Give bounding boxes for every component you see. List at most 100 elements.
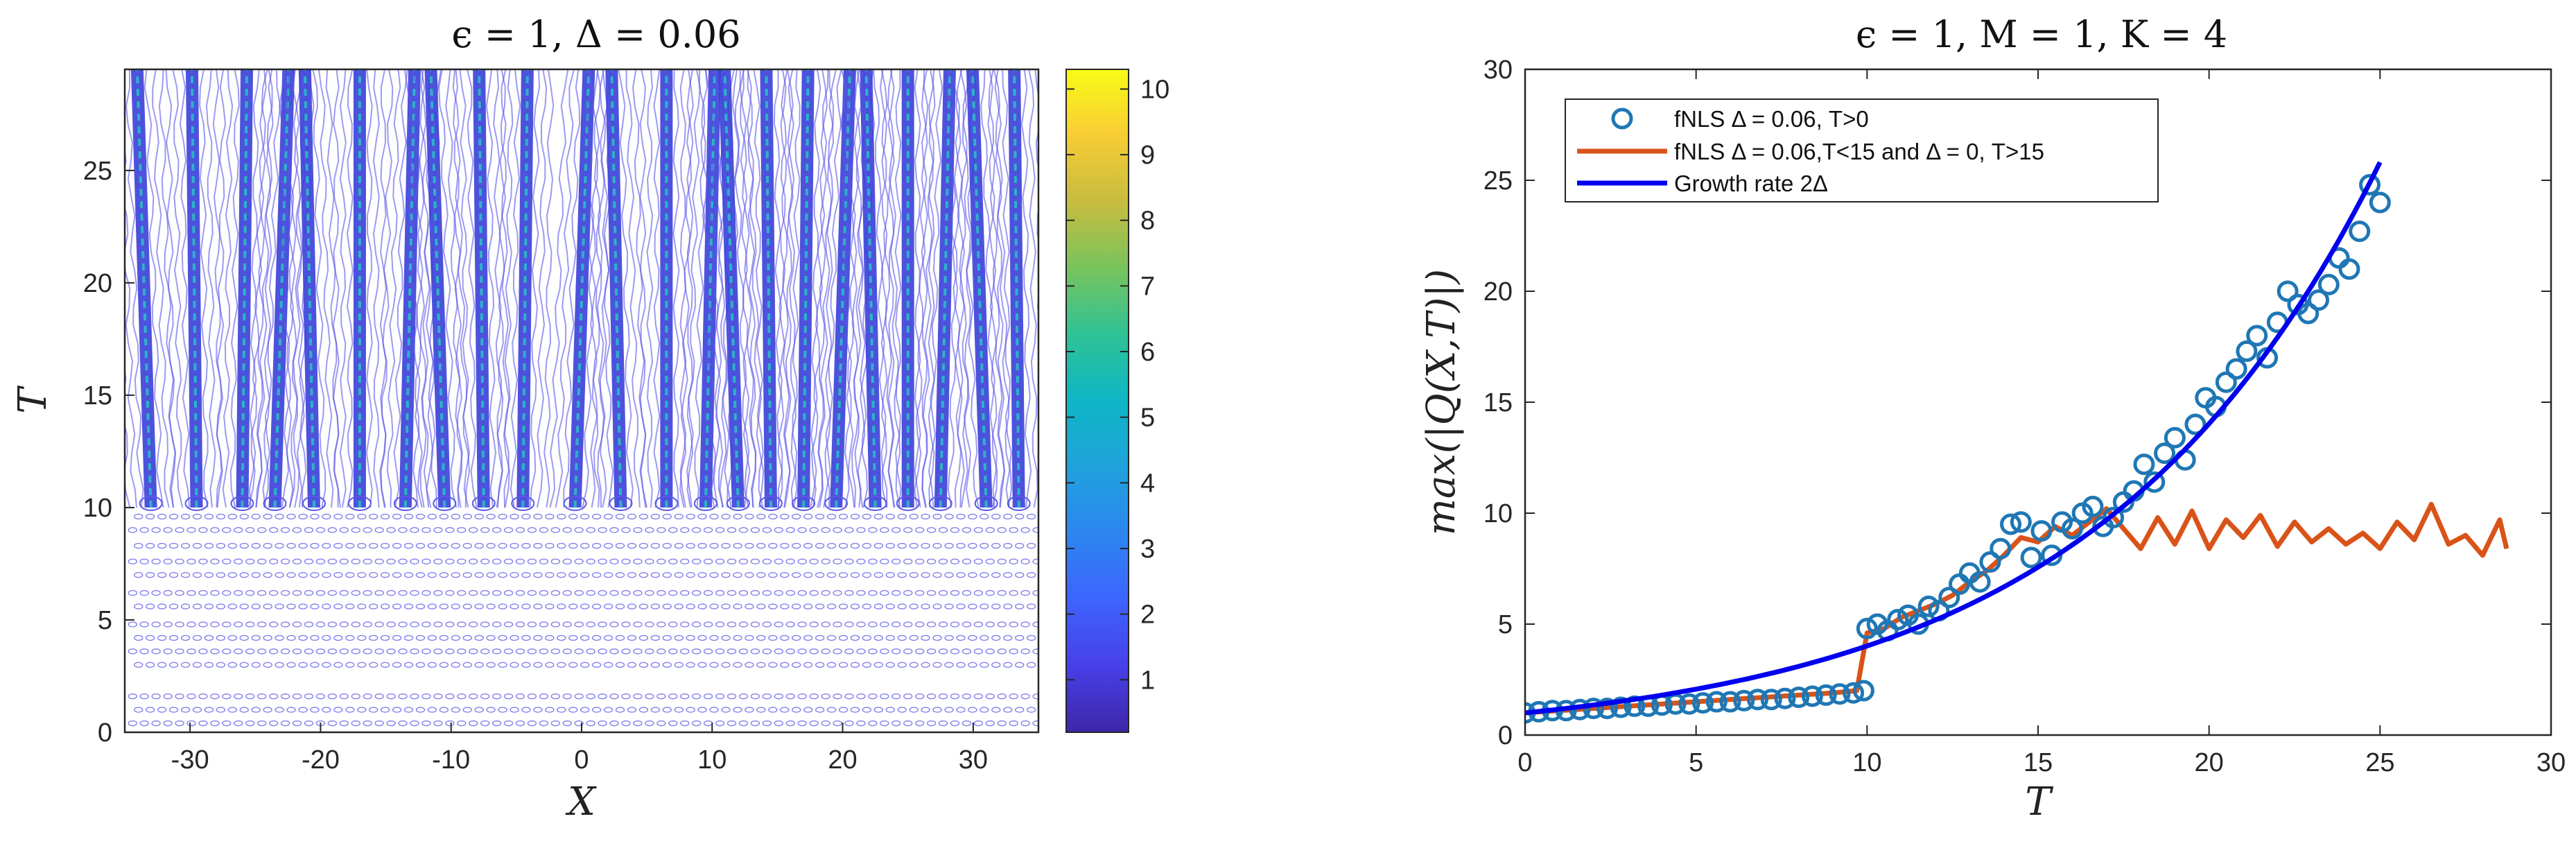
contour-ring (944, 542, 954, 549)
contour-ring (550, 693, 561, 700)
contour-ring (985, 527, 995, 533)
contour-ring (192, 634, 202, 641)
contour-peak (939, 69, 951, 508)
contour-ring (533, 571, 543, 578)
contour-line (216, 69, 227, 508)
contour-ring (586, 621, 595, 628)
contour-line (292, 69, 307, 508)
contour-ring (433, 693, 443, 700)
contour-ring (227, 542, 238, 549)
contour-ring (157, 707, 167, 713)
contour-ring (503, 589, 514, 596)
contour-ring (715, 693, 725, 700)
contour-ring (216, 571, 226, 578)
contour-ring (216, 707, 226, 713)
contour-ring (368, 634, 378, 641)
contour-ring (471, 495, 496, 511)
contour-ring (157, 542, 167, 549)
data-point-circle (1788, 687, 1810, 709)
contour-line (817, 69, 828, 508)
contour-ring (833, 648, 842, 655)
contour-ring (580, 662, 590, 668)
contour-line (928, 69, 943, 508)
contour-ring (227, 662, 238, 668)
contour-ring (762, 648, 772, 655)
contour-ring (774, 621, 784, 628)
contour-ring (562, 558, 572, 564)
contour-ring (826, 662, 837, 668)
contour-ring (515, 527, 525, 533)
contour-ring (574, 693, 584, 700)
contour-ring (398, 621, 408, 628)
contour-ring (357, 542, 367, 549)
contour-ring (950, 648, 960, 655)
contour-ring (457, 720, 467, 727)
data-point-circle (1760, 689, 1782, 711)
contour-ring (1020, 589, 1030, 596)
contour-ring (527, 589, 537, 596)
contour-ring (380, 662, 390, 668)
contour-ring (697, 707, 707, 713)
contour-ring (298, 603, 308, 610)
contour-ring (410, 527, 419, 533)
contour-ring (451, 513, 461, 520)
contour-ring (1003, 634, 1013, 641)
contour-ring (792, 542, 801, 549)
contour-ring (380, 571, 390, 578)
contour-ring (932, 707, 942, 713)
contour-ring (263, 542, 272, 549)
contour-ring (709, 542, 719, 549)
contour-ring (862, 571, 872, 578)
contour-ring (234, 648, 243, 655)
contour-ring (850, 707, 860, 713)
contour-ring (792, 571, 801, 578)
contour-ring (914, 648, 925, 655)
contour-ring (498, 707, 507, 713)
x-tick-label: 30 (2536, 748, 2566, 777)
contour-ring (903, 720, 913, 727)
contour-ring (1009, 589, 1018, 596)
contour-ring (856, 720, 866, 727)
contour-ring (838, 707, 848, 713)
contour-ring (662, 542, 672, 549)
contour-ring (257, 558, 267, 564)
contour-ring (327, 527, 338, 533)
contour-ring (157, 603, 167, 610)
contour-ring (803, 513, 813, 520)
contour-line (496, 69, 507, 508)
contour-ring (985, 693, 995, 700)
contour-ring (609, 693, 619, 700)
contour-ring (733, 634, 742, 641)
contour-ring (462, 707, 472, 713)
contour-ring (368, 513, 378, 520)
contour-ring (415, 513, 426, 520)
contour-ring (433, 527, 443, 533)
contour-line (543, 69, 555, 508)
contour-ring (662, 662, 672, 668)
contour-line (529, 69, 541, 508)
contour-ring (503, 558, 514, 564)
contour-ring (286, 513, 296, 520)
contour-ring (691, 558, 702, 564)
contour-line (694, 69, 708, 508)
contour-ring (286, 707, 296, 713)
contour-filament (279, 69, 341, 511)
contour-ring (550, 720, 561, 727)
contour-line (312, 69, 327, 508)
contour-ring (603, 571, 613, 578)
contour-ring (973, 648, 984, 655)
y-tick-label: 20 (83, 269, 112, 298)
contour-ring (1026, 662, 1036, 668)
contour-ring (386, 558, 396, 564)
contour-ring (539, 648, 549, 655)
contour-ring (650, 707, 661, 713)
contour-ring (139, 527, 149, 533)
contour-ring (873, 603, 884, 610)
contour-ring (510, 662, 519, 668)
contour-ring (415, 662, 426, 668)
contour-ring (826, 634, 837, 641)
contour-ring (862, 513, 872, 520)
contour-ring (598, 693, 607, 700)
contour-ring (439, 571, 449, 578)
contour-ring (251, 571, 261, 578)
